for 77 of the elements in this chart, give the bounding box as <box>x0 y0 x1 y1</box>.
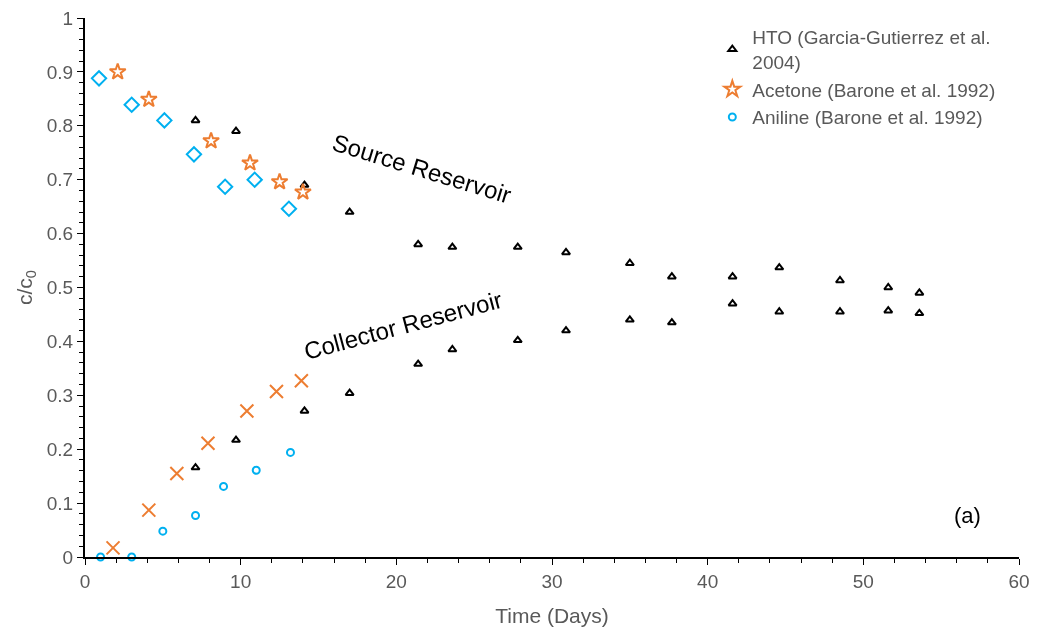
x-tick-label: 20 <box>385 570 407 592</box>
x-tick-label: 30 <box>541 570 563 592</box>
x-tick-label: 0 <box>79 570 91 592</box>
point <box>169 465 185 481</box>
point <box>270 172 289 190</box>
point <box>413 359 424 367</box>
y-tick-label: 0.8 <box>46 115 74 137</box>
point <box>202 131 221 149</box>
point <box>108 62 127 80</box>
point <box>216 178 234 195</box>
point <box>105 540 121 556</box>
y-tick-label: 1 <box>62 7 74 29</box>
point <box>774 263 785 271</box>
legend-label: Acetone (Barone et al. 1992) <box>752 79 996 101</box>
point <box>624 258 635 266</box>
y-tick-label: 0.1 <box>46 492 74 514</box>
x-tick-label: 60 <box>1008 570 1030 592</box>
point <box>344 207 355 215</box>
point <box>190 115 201 124</box>
x-tick-label: 50 <box>852 570 874 592</box>
point <box>883 306 894 314</box>
point <box>624 315 635 323</box>
point <box>239 403 255 419</box>
x-tick-label: 40 <box>697 570 719 592</box>
y-tick-label: 0.6 <box>46 223 74 245</box>
point <box>344 388 355 396</box>
annotation: (a) <box>954 503 981 528</box>
point <box>293 182 312 200</box>
point <box>512 335 523 344</box>
point <box>727 299 738 307</box>
point <box>219 481 229 491</box>
y-tick-label: 0.2 <box>46 438 74 460</box>
point <box>413 239 424 248</box>
point <box>774 307 785 315</box>
point <box>190 463 201 471</box>
point <box>90 70 108 87</box>
x-tick-label: 10 <box>230 570 252 592</box>
point <box>727 272 738 280</box>
point <box>185 146 203 163</box>
point <box>280 200 298 217</box>
point <box>299 406 310 414</box>
point <box>447 344 458 353</box>
point <box>883 283 894 291</box>
y-tick-label: 0.7 <box>46 169 74 191</box>
y-tick-label: 0.3 <box>46 384 74 406</box>
point <box>293 373 309 389</box>
point <box>158 526 168 536</box>
legend-label: Aniline (Barone et al. 1992) <box>752 107 983 129</box>
point <box>914 288 925 296</box>
point <box>156 112 173 129</box>
point <box>251 465 261 475</box>
point <box>299 180 310 188</box>
point <box>834 275 846 284</box>
point <box>447 242 458 250</box>
point <box>191 511 201 520</box>
point <box>200 435 216 451</box>
point <box>268 384 284 400</box>
point <box>139 89 158 108</box>
x-axis-title: Time (Days) <box>495 604 609 627</box>
point <box>666 318 677 326</box>
y-tick-label: 0.9 <box>46 61 74 83</box>
point <box>141 502 157 518</box>
point <box>914 308 925 317</box>
y-tick-label: 0.5 <box>46 277 74 299</box>
legend-label: HTO (Garcia-Gutierrez et al. 2004) <box>752 27 991 73</box>
point <box>666 272 677 280</box>
point <box>560 247 572 256</box>
point <box>96 552 106 562</box>
point <box>246 171 263 188</box>
point <box>127 552 137 562</box>
point <box>512 242 523 250</box>
y-tick-label: 0.4 <box>46 331 74 353</box>
point <box>285 447 295 457</box>
point <box>123 96 140 113</box>
point <box>241 153 259 171</box>
annotation: Collector Reservoir <box>301 285 506 365</box>
y-tick-label: 0 <box>62 546 74 568</box>
